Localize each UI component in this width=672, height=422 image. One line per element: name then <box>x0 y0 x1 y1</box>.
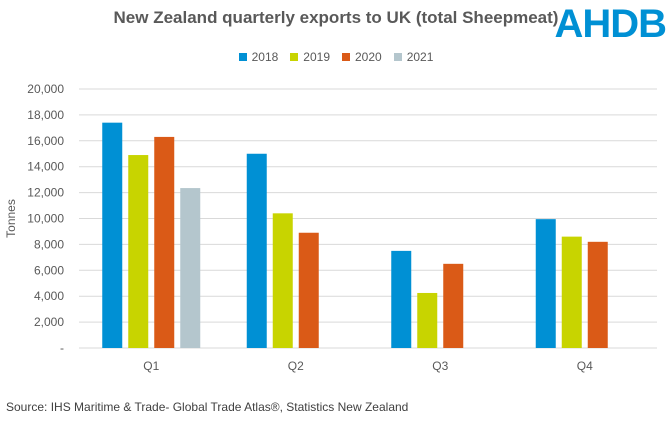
bar-2021-Q1 <box>180 188 201 348</box>
legend-label: 2018 <box>251 50 279 64</box>
chart-title: New Zealand quarterly exports to UK (tot… <box>113 8 559 27</box>
legend-item-2021: 2021 <box>393 50 434 64</box>
y-axis-label: Tonnes <box>4 199 18 238</box>
plot-area: - 2,000 4,000 6,000 8,000 10,000 12,000 14,000 1… <box>4 82 657 373</box>
legend: 2018 2019 2020 2021 <box>0 50 672 64</box>
legend-label: 2019 <box>303 50 330 64</box>
source-note: Source: IHS Maritime & Trade- Global Tra… <box>6 400 409 414</box>
legend-item-2019: 2019 <box>290 50 330 64</box>
y-tick-label: 14,000 <box>27 160 64 174</box>
legend-label: 2020 <box>355 50 382 64</box>
bar-2018-Q2 <box>246 153 267 348</box>
bar-2019-Q2 <box>272 213 293 348</box>
legend-item-2018: 2018 <box>238 50 279 64</box>
x-tick-label: Q4 <box>577 359 593 373</box>
legend-swatch <box>290 53 299 61</box>
legend-swatch <box>238 53 247 61</box>
y-tick-label: 20,000 <box>27 82 64 96</box>
y-tick-label: 16,000 <box>27 134 64 148</box>
bar-2019-Q3 <box>417 292 438 348</box>
ahdb-logo: AHDB <box>554 2 667 46</box>
bar-2019-Q4 <box>561 236 582 348</box>
bar-2018-Q4 <box>535 219 556 348</box>
x-tick-label: Q3 <box>432 359 448 373</box>
y-tick-label: 6,000 <box>34 263 64 277</box>
legend-label: 2021 <box>406 50 434 64</box>
y-tick-label: 18,000 <box>27 108 64 122</box>
bar-2020-Q4 <box>587 241 608 348</box>
bar-2018-Q1 <box>102 122 123 348</box>
x-tick-label: Q1 <box>143 359 159 373</box>
legend-swatch <box>342 53 350 61</box>
bar-2020-Q1 <box>154 136 175 348</box>
bar-2019-Q1 <box>128 155 149 348</box>
y-tick-label: 4,000 <box>34 289 64 303</box>
legend-item-2020: 2020 <box>342 50 382 64</box>
bar-2018-Q3 <box>391 250 412 348</box>
x-tick-label: Q2 <box>288 359 304 373</box>
y-tick-label: 12,000 <box>27 186 64 200</box>
y-tick-label: 10,000 <box>27 212 64 226</box>
bar-2020-Q2 <box>298 232 319 348</box>
bar-2020-Q3 <box>443 263 464 348</box>
y-tick-label: 2,000 <box>34 315 64 329</box>
y-tick-label: - <box>60 341 64 355</box>
y-tick-label: 8,000 <box>34 237 64 251</box>
legend-swatch <box>393 53 402 61</box>
